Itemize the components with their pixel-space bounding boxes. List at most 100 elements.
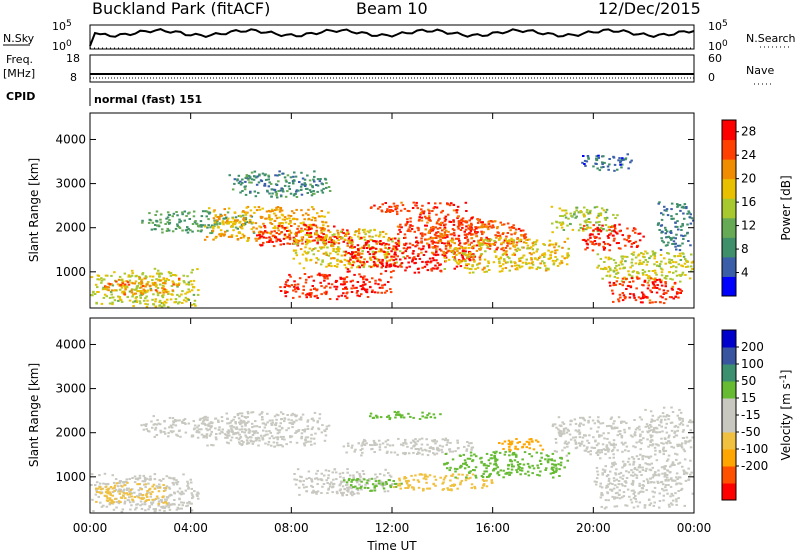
power-cell <box>478 226 482 229</box>
power-cell <box>308 292 311 295</box>
velocity-cell <box>258 413 261 416</box>
power-cell <box>339 277 343 280</box>
power-cell <box>111 296 114 299</box>
power-cell <box>446 235 449 238</box>
power-cell <box>333 241 336 244</box>
velocity-cell <box>588 434 591 437</box>
velocity-cell <box>210 425 213 428</box>
power-cell <box>123 284 126 287</box>
velocity-cell <box>268 437 271 440</box>
power-cell <box>505 240 508 243</box>
power-cell <box>311 206 314 208</box>
power-cell <box>161 228 164 231</box>
power-cell <box>465 236 468 239</box>
velocity-cell <box>389 484 392 487</box>
power-cell <box>632 294 636 297</box>
power-cell <box>439 232 442 235</box>
velocity-cell <box>269 431 272 434</box>
velocity-cell <box>248 429 251 432</box>
power-cell <box>408 226 412 229</box>
power-cell <box>283 176 287 179</box>
velocity-cell <box>238 437 242 440</box>
velocity-cell <box>417 486 421 489</box>
power-cell <box>484 250 487 253</box>
velocity-cell <box>200 433 204 436</box>
power-cell <box>411 225 414 228</box>
power-cell <box>360 236 363 239</box>
power-cell <box>493 239 496 242</box>
velocity-cell <box>310 478 313 481</box>
power-cell <box>624 260 627 263</box>
power-cell <box>659 301 662 304</box>
velocity-cell <box>527 441 531 444</box>
power-cell <box>298 262 302 265</box>
power-cell <box>316 237 319 240</box>
power-cell <box>118 298 122 301</box>
power-cell <box>321 227 324 230</box>
power-cell <box>660 230 664 233</box>
velocity-cell <box>325 428 328 430</box>
power-cell <box>625 288 628 290</box>
velocity-cell <box>595 451 599 454</box>
velocity-cell <box>303 429 306 432</box>
power-cell <box>391 210 395 212</box>
power-cell <box>436 267 439 270</box>
power-cell <box>203 225 207 228</box>
velocity-cell <box>552 476 555 479</box>
velocity-cell <box>102 482 105 485</box>
power-cell <box>294 233 297 235</box>
power-cell <box>130 291 134 294</box>
power-cell <box>335 247 339 250</box>
velocity-cell <box>276 432 280 435</box>
velocity-cell <box>317 478 320 481</box>
velocity-cell <box>388 416 392 419</box>
power-cell <box>323 244 327 247</box>
velocity-cell <box>306 440 310 443</box>
velocity-cell <box>206 444 209 447</box>
power-cell <box>342 292 345 295</box>
velocity-cell <box>154 428 157 431</box>
power-cell <box>100 281 103 284</box>
power-cell <box>463 230 466 233</box>
power-cell <box>623 238 626 241</box>
velocity-cell <box>441 438 444 441</box>
power-cell <box>607 236 610 239</box>
power-cell <box>437 240 441 242</box>
velocity-cell <box>225 412 228 415</box>
power-cell <box>487 260 490 263</box>
power-cell <box>135 287 138 290</box>
power-cell <box>623 276 626 279</box>
power-cell <box>599 257 603 260</box>
velocity-cell <box>259 434 263 437</box>
power-cell <box>620 260 623 263</box>
power-cell <box>319 178 322 180</box>
power-cell <box>308 179 312 182</box>
power-cell <box>192 210 196 213</box>
velocity-cell <box>328 483 332 486</box>
velocity-cell <box>623 428 626 431</box>
velocity-cell <box>378 448 382 451</box>
velocity-cell <box>527 465 531 468</box>
velocity-cell <box>538 474 541 477</box>
power-cell <box>244 216 248 219</box>
power-cell <box>312 190 315 192</box>
velocity-cell <box>618 497 622 500</box>
velocity-cell <box>164 432 167 435</box>
power-cell <box>395 248 399 251</box>
power-cell <box>325 182 328 185</box>
power-cell <box>675 274 679 277</box>
velocity-cell <box>163 487 166 490</box>
power-cell <box>485 244 489 246</box>
power-cell <box>343 258 347 261</box>
power-cell <box>556 258 559 261</box>
power-cell <box>651 286 655 289</box>
power-cell <box>388 211 392 213</box>
power-cell <box>630 159 633 162</box>
power-cell <box>556 249 559 252</box>
power-cell <box>508 269 511 272</box>
power-cell <box>361 252 364 255</box>
velocity-cell <box>525 446 528 449</box>
power-cell <box>638 259 642 262</box>
power-cell <box>258 173 261 176</box>
velocity-cell <box>557 431 561 434</box>
